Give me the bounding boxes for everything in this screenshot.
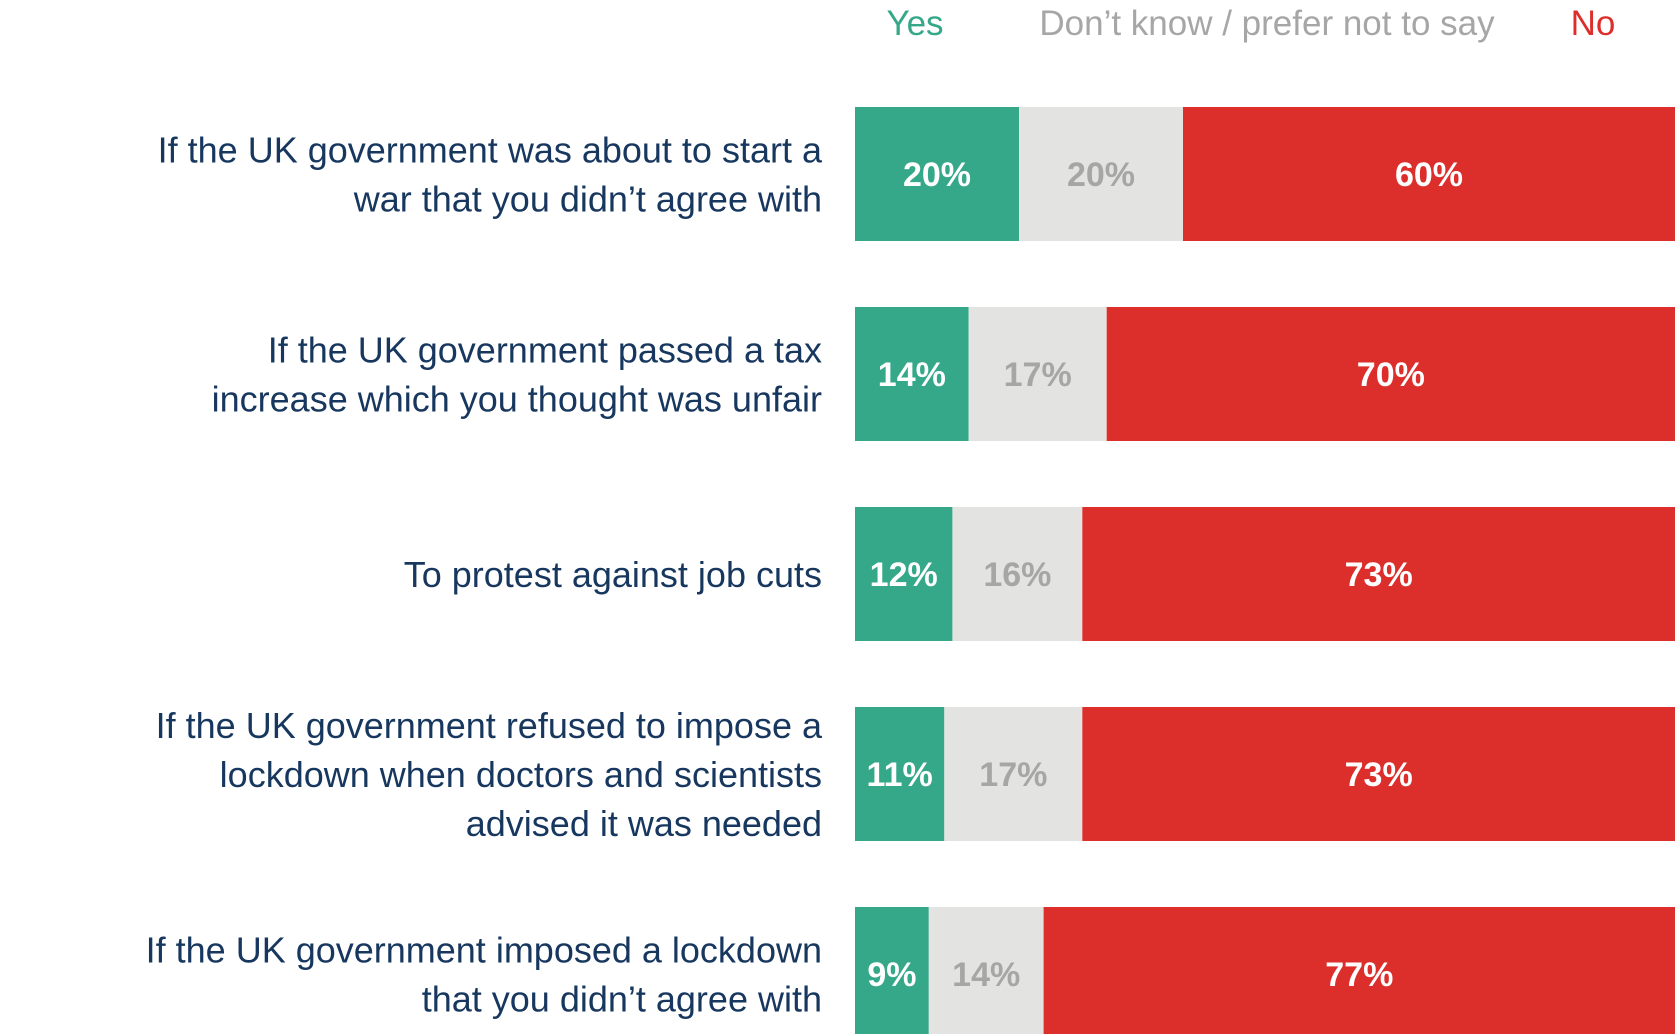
category-label-line: If the UK government refused to impose a — [156, 705, 823, 746]
data-label-no: 60% — [1395, 156, 1463, 194]
category-label-line: advised it was needed — [466, 803, 822, 844]
bar-segment-yes — [855, 107, 1019, 241]
legend-dont-know: Don’t know / prefer not to say — [1039, 4, 1495, 43]
bar-segment-no — [1043, 907, 1675, 1034]
category-label-line: If the UK government was about to start … — [158, 130, 823, 171]
category-label-line: lockdown when doctors and scientists — [220, 754, 822, 795]
category-label-line: increase which you thought was unfair — [212, 379, 822, 420]
category-label-line: If the UK government passed a tax — [268, 330, 822, 371]
category-label-line: war that you didn’t agree with — [353, 179, 822, 220]
bar-segment-no — [1082, 507, 1675, 641]
category-label-5: If the UK government imposed a lockdown t… — [146, 930, 822, 1020]
category-label-2: If the UK government passed a tax increas… — [212, 330, 822, 420]
bar-segment-yes — [855, 307, 969, 441]
data-label-dont-know: 17% — [1004, 356, 1072, 394]
bar-segment-dont-know — [928, 907, 1044, 1034]
data-label-dont-know: 17% — [979, 756, 1047, 794]
data-label-yes: 12% — [870, 556, 938, 594]
bar-segment-dont-know — [944, 707, 1083, 841]
category-label-line: If the UK government imposed a lockdown — [146, 930, 822, 971]
data-label-yes: 9% — [867, 956, 916, 994]
bar-segment-yes — [855, 907, 929, 1034]
category-label-1: If the UK government was about to start … — [158, 130, 823, 220]
bar-segment-dont-know — [952, 507, 1083, 641]
data-label-no: 70% — [1357, 356, 1425, 394]
legend-yes: Yes — [886, 4, 943, 43]
category-labels: If the UK government was about to start … — [146, 130, 823, 1020]
bar-segment-no — [1082, 707, 1675, 841]
category-label-line: that you didn’t agree with — [422, 979, 822, 1020]
bar-segment-no — [1183, 107, 1675, 241]
legend-no: No — [1571, 4, 1616, 43]
data-label-yes: 11% — [867, 756, 933, 794]
bar-segment-dont-know — [968, 307, 1107, 441]
data-label-no: 77% — [1325, 956, 1393, 994]
category-label-line: To protest against job cuts — [404, 554, 822, 595]
data-label-dont-know: 16% — [983, 556, 1051, 594]
chart-legend: Yes Don’t know / prefer not to say No — [886, 4, 1615, 43]
category-label-3: To protest against job cuts — [404, 554, 822, 595]
data-label-yes: 20% — [903, 156, 971, 194]
data-label-dont-know: 20% — [1067, 156, 1135, 194]
category-label-4: If the UK government refused to impose a… — [156, 705, 823, 844]
bar-segment-yes — [855, 707, 945, 841]
bar-segment-no — [1106, 307, 1675, 441]
data-label-yes: 14% — [878, 356, 946, 394]
data-label-no: 73% — [1345, 556, 1413, 594]
bar-segment-yes — [855, 507, 953, 641]
bar-segment-dont-know — [1019, 107, 1183, 241]
data-label-no: 73% — [1345, 756, 1413, 794]
bars: 20% 20% 60% 14% 17% 70% 12% 16% 73% 11% 17% 73% 9% 14… — [855, 107, 1675, 1034]
data-label-dont-know: 14% — [952, 956, 1020, 994]
